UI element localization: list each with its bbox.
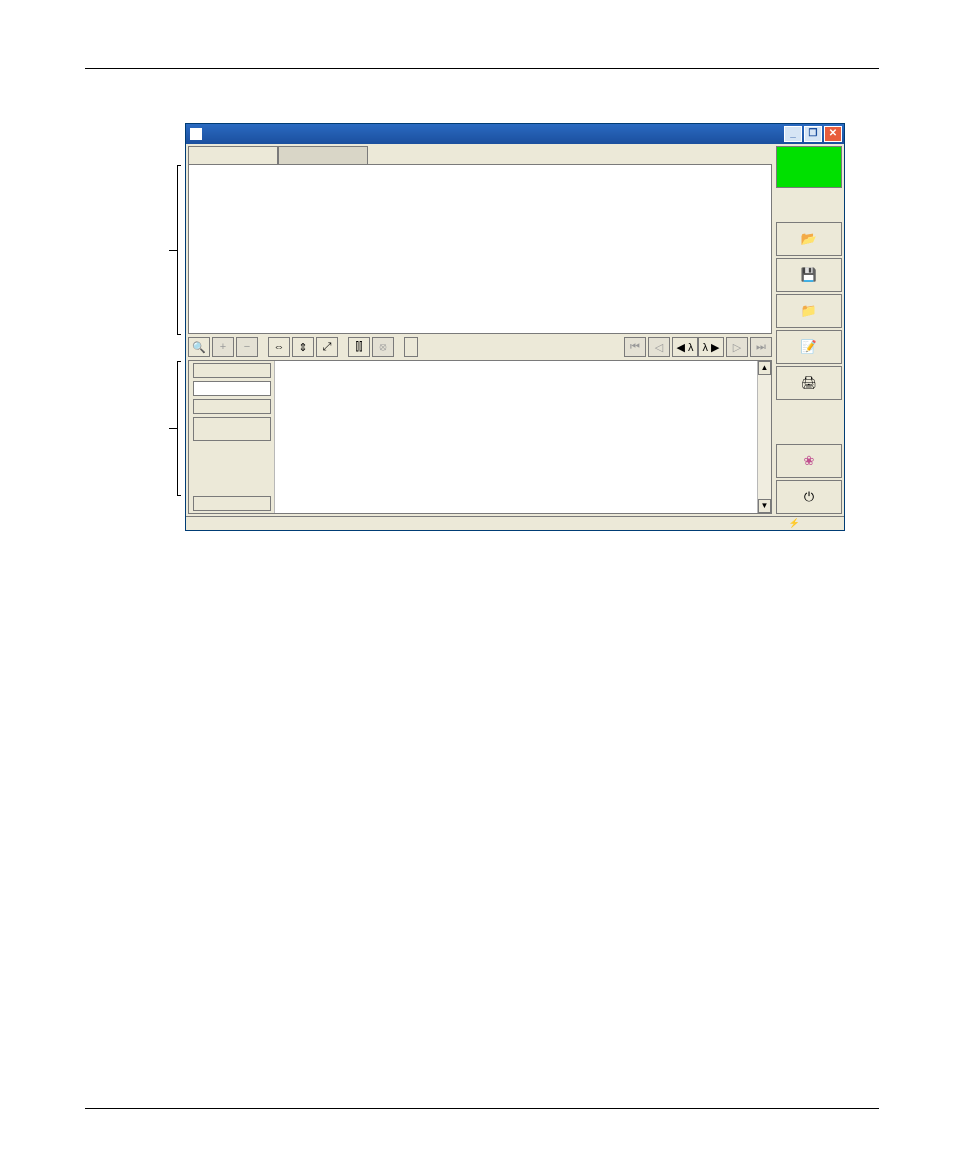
events-up-button[interactable]	[193, 363, 271, 378]
events-nav	[189, 361, 275, 513]
next-lambda-button[interactable]: λ ▶	[698, 337, 724, 357]
events-evento-button[interactable]	[193, 399, 271, 414]
statusbar: ⚡	[186, 516, 844, 530]
callout-events	[75, 415, 167, 431]
callout-curves	[75, 236, 167, 252]
trace-chart[interactable]	[188, 164, 772, 334]
print-icon: 🖨	[801, 376, 818, 389]
salir-button[interactable]: ⏻	[776, 480, 842, 514]
tabs	[188, 146, 772, 164]
prev-lambda-button[interactable]: ◀ λ	[672, 337, 698, 357]
callout-events-tick	[169, 428, 177, 429]
app-icon	[190, 128, 202, 140]
zoom-hrange-button[interactable]: ⇔	[268, 337, 290, 357]
salvar-button[interactable]: 💾	[776, 258, 842, 292]
otdr-window: _ ❐ ✕ 🔍 + −	[185, 123, 845, 531]
callout-events-brace	[177, 361, 181, 496]
sidebar: 📂 💾 📁 📝 🖨	[774, 144, 844, 516]
power-icon: ⏻	[804, 490, 814, 503]
settings-icon: 📝	[801, 340, 817, 353]
callout-curves-brace	[177, 165, 181, 335]
next-trace-button[interactable]: ▷	[726, 337, 748, 357]
tab-grafico[interactable]	[188, 146, 278, 164]
save-icon: 💾	[801, 268, 817, 281]
scroll-down-button[interactable]: ▼	[758, 499, 771, 513]
marker-disabled-button: ⦻	[372, 337, 394, 357]
rule	[85, 68, 879, 69]
minimize-button[interactable]: _	[784, 126, 802, 142]
espaciamiento-button[interactable]	[404, 337, 418, 357]
events-scrollbar[interactable]: ▲ ▼	[757, 361, 771, 513]
scroll-up-button[interactable]: ▲	[758, 361, 771, 375]
events-otdr-button[interactable]	[193, 381, 271, 396]
callout-curves-tick	[169, 250, 177, 251]
titlebar[interactable]: _ ❐ ✕	[186, 124, 844, 144]
help-icon: ❀	[804, 454, 815, 467]
events-info-button[interactable]	[193, 417, 271, 441]
zoom-sub-button[interactable]: −	[236, 337, 258, 357]
zoom-vrange-button[interactable]: ⇕	[292, 337, 314, 357]
zoom-add-button[interactable]: +	[212, 337, 234, 357]
plug-icon: ⚡	[789, 518, 800, 529]
first-event-button[interactable]: ⏮	[624, 337, 646, 357]
last-event-button[interactable]: ⏭	[750, 337, 772, 357]
events-table[interactable]	[275, 361, 757, 513]
ayuda-button[interactable]: ❀	[776, 444, 842, 478]
close-folder-icon: 📁	[801, 304, 817, 317]
zoom-window-button[interactable]: ⤢	[316, 337, 338, 357]
zoom-in-button[interactable]: 🔍	[188, 337, 210, 357]
inicio-button[interactable]	[776, 146, 842, 188]
events-down-button[interactable]	[193, 496, 271, 511]
close-button[interactable]: ✕	[824, 126, 842, 142]
cerrar-button[interactable]: 📁	[776, 294, 842, 328]
marker-tool-button[interactable]: ⫿⫿	[348, 337, 370, 357]
maximize-button[interactable]: ❐	[804, 126, 822, 142]
page-footer	[85, 1108, 879, 1115]
open-icon: 📂	[801, 232, 817, 245]
prev-trace-button[interactable]: ◁	[648, 337, 670, 357]
tab-resultado[interactable]	[278, 146, 368, 164]
trace-svg	[189, 165, 771, 334]
imprimir-button[interactable]: 🖨	[776, 366, 842, 400]
abrir-button[interactable]: 📂	[776, 222, 842, 256]
events-panel: ▲ ▼	[188, 360, 772, 514]
parametros-button[interactable]: 📝	[776, 330, 842, 364]
zoom-toolbar: 🔍 + − ⇔ ⇕ ⤢ ⫿⫿ ⦻ ⏮ ◁ ◀ λ	[188, 336, 772, 358]
